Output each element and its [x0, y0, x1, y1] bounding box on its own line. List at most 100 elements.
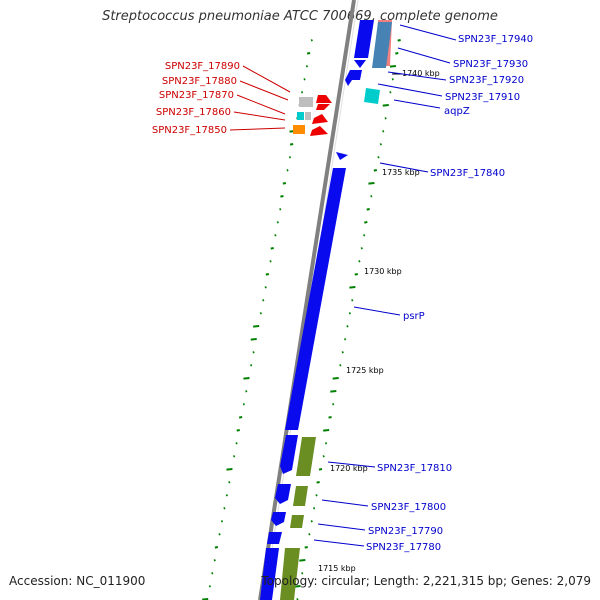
gc-tick: [276, 221, 279, 224]
gc-tick: [397, 39, 401, 42]
gc-tick: [208, 585, 211, 588]
gene-spn23f-17790[interactable]: [271, 512, 286, 526]
gc-tick: [322, 455, 325, 458]
gc-tick: [328, 416, 332, 419]
gene-label-spn23f-17800[interactable]: SPN23F_17800: [371, 502, 446, 513]
gene-bottom-blue[interactable]: [260, 548, 279, 600]
gc-tick: [315, 494, 318, 497]
gc-tick: [213, 559, 216, 562]
gene-olive-1[interactable]: [296, 437, 316, 476]
gc-tick: [379, 143, 382, 146]
gc-tick: [250, 338, 257, 341]
gene-spn23f-17870b[interactable]: [305, 112, 311, 120]
gene-label-spn23f-17810[interactable]: SPN23F_17810: [377, 463, 452, 474]
gc-tick: [360, 247, 363, 250]
gene-spn23f-17890[interactable]: [299, 97, 313, 107]
gc-tick: [339, 364, 342, 367]
gene-label-aqpz[interactable]: aqpZ: [444, 106, 470, 117]
gene-spn23f-17930[interactable]: [372, 22, 392, 68]
gc-tick: [306, 52, 311, 55]
backbone-outer: [258, 0, 356, 600]
gc-tick: [253, 325, 260, 328]
gene-spn23f-17880[interactable]: [316, 95, 332, 103]
gc-tick: [391, 78, 394, 81]
gc-tick: [243, 377, 250, 380]
gc-tick: [270, 247, 274, 250]
gc-tick: [301, 572, 304, 575]
gc-tick: [370, 195, 373, 198]
gc-tick: [389, 91, 392, 94]
gene-spn23f-17910[interactable]: [345, 70, 362, 86]
gc-tick: [242, 403, 245, 406]
gene-spn23f-17850[interactable]: [293, 125, 305, 134]
gc-tick: [316, 481, 320, 484]
right-labels: SPN23F_17940 SPN23F_17930 SPN23F_17920 S…: [313, 24, 533, 553]
gene-track: [260, 20, 392, 600]
gc-tick: [364, 221, 368, 224]
gc-tick: [303, 78, 306, 81]
gene-label-spn23f-17880[interactable]: SPN23F_17880: [162, 76, 237, 87]
gene-label-spn23f-17850[interactable]: SPN23F_17850: [152, 125, 227, 136]
kbp-label: 1715 kbp: [318, 564, 356, 573]
gc-tick: [384, 117, 387, 120]
gc-tick: [349, 286, 356, 289]
gc-skew-track-left: [202, 39, 313, 600]
gene-spn23f-17860[interactable]: [312, 114, 328, 124]
gc-tick: [332, 403, 335, 406]
gc-tick: [245, 390, 248, 393]
gc-tick: [343, 338, 347, 341]
gene-label-spn23f-17840[interactable]: SPN23F_17840: [430, 168, 505, 179]
gc-tick: [377, 156, 380, 159]
gene-label-spn23f-17860[interactable]: SPN23F_17860: [156, 107, 231, 118]
gene-olive-3[interactable]: [290, 515, 304, 528]
gene-psrp[interactable]: [285, 168, 346, 430]
gc-tick: [382, 130, 385, 133]
gene-label-spn23f-17940[interactable]: SPN23F_17940: [458, 34, 533, 45]
gc-tick: [354, 273, 358, 276]
gene-label-psrp[interactable]: psrP: [403, 311, 425, 322]
gene-aqpz[interactable]: [364, 88, 380, 104]
gc-tick: [225, 494, 228, 497]
gc-tick: [223, 507, 226, 510]
gene-small-blue[interactable]: [336, 152, 348, 160]
gene-spn23f-17920[interactable]: [354, 20, 374, 58]
gc-tick: [330, 390, 337, 393]
gc-tick: [282, 182, 287, 185]
gene-label-spn23f-17780[interactable]: SPN23F_17780: [366, 542, 441, 553]
gc-tick: [226, 468, 233, 471]
gene-label-spn23f-17890[interactable]: SPN23F_17890: [165, 61, 240, 72]
gene-spn23f-17850b[interactable]: [310, 126, 328, 136]
kbp-label: 1725 kbp: [346, 366, 384, 375]
gc-tick: [211, 572, 214, 575]
gene-label-spn23f-17790[interactable]: SPN23F_17790: [368, 526, 443, 537]
gene-label-spn23f-17920[interactable]: SPN23F_17920: [449, 75, 524, 86]
gene-spn23f-17880b[interactable]: [316, 104, 330, 110]
gene-spn23f-17910-arrow[interactable]: [354, 60, 366, 68]
gene-label-spn23f-17930[interactable]: SPN23F_17930: [453, 59, 528, 70]
gene-olive-2[interactable]: [293, 486, 308, 506]
gc-tick: [366, 208, 370, 211]
gene-spn23f-17810[interactable]: [280, 435, 298, 474]
gene-spn23f-17800[interactable]: [275, 484, 291, 504]
kbp-label: 1735 kbp: [382, 168, 420, 177]
gc-tick: [312, 507, 316, 510]
gc-tick: [274, 234, 277, 237]
gc-tick: [308, 533, 311, 536]
gc-tick: [323, 429, 330, 432]
gene-spn23f-17780[interactable]: [267, 532, 282, 544]
gene-label-spn23f-17870[interactable]: SPN23F_17870: [159, 90, 234, 101]
gene-olive-4[interactable]: [280, 548, 300, 600]
gc-tick: [310, 39, 313, 42]
gc-tick: [348, 312, 351, 315]
gc-tick: [238, 416, 243, 419]
gc-tick: [249, 364, 253, 367]
gc-tick: [351, 299, 354, 302]
gene-spn23f-17870[interactable]: [297, 112, 304, 120]
gc-tick: [264, 286, 267, 289]
gc-tick: [228, 481, 231, 484]
gene-label-spn23f-17910[interactable]: SPN23F_17910: [445, 92, 520, 103]
gc-tick: [304, 546, 308, 549]
gc-tick: [280, 195, 284, 198]
gc-tick: [341, 351, 344, 354]
